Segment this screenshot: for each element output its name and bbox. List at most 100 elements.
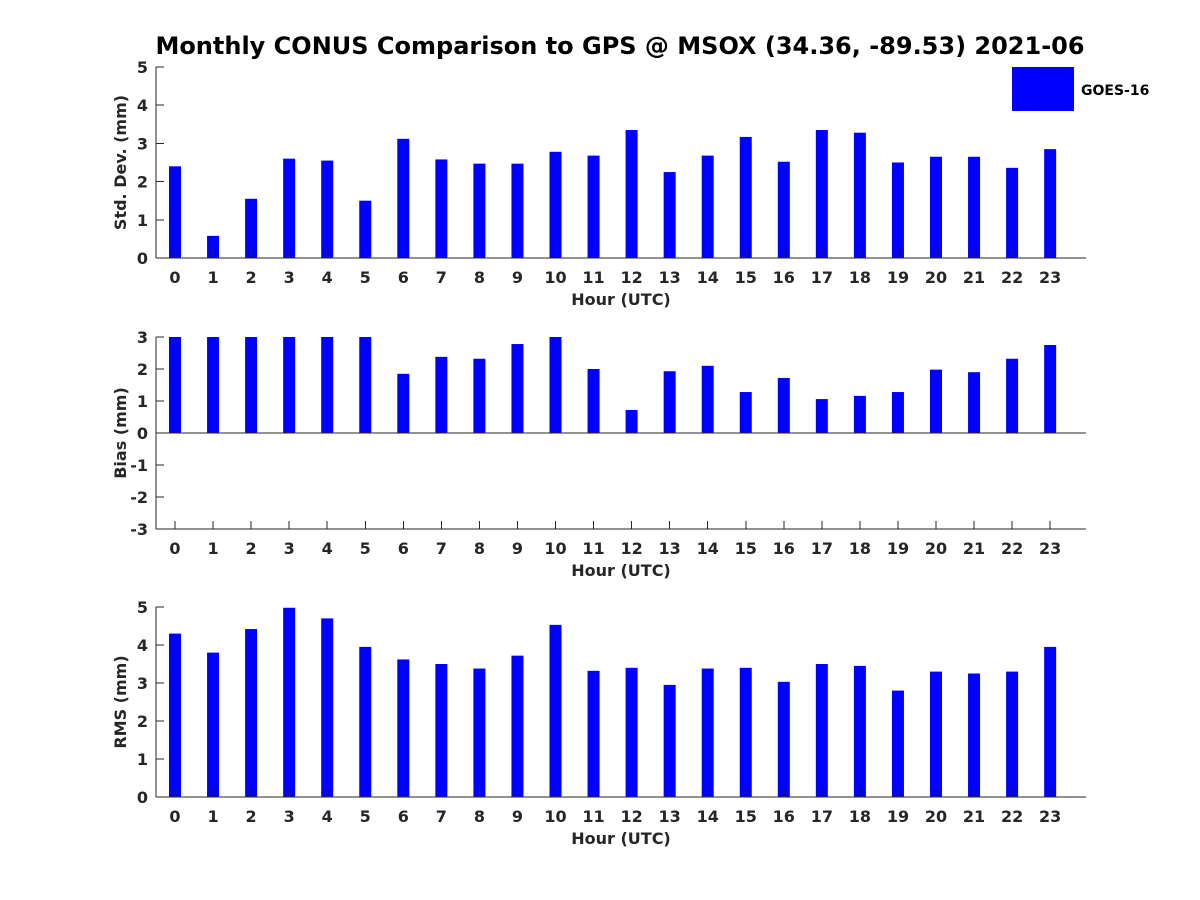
std-dev-x-tick-label: 10 bbox=[544, 268, 566, 287]
std-dev-x-tick-label: 3 bbox=[284, 268, 295, 287]
std-dev-y-tick-label: 5 bbox=[137, 58, 148, 77]
legend-swatch-goes-16 bbox=[1012, 67, 1074, 111]
std-dev-x-tick-label: 20 bbox=[925, 268, 947, 287]
bias-bar-hour-21 bbox=[968, 372, 981, 433]
bias-x-tick-label: 18 bbox=[849, 539, 871, 558]
std-dev-y-tick-label: 2 bbox=[137, 173, 148, 192]
rms-x-tick-label: 3 bbox=[284, 807, 295, 826]
std-dev-x-tick-label: 14 bbox=[697, 268, 719, 287]
rms-bar-hour-21 bbox=[968, 673, 981, 797]
rms-bar-hour-12 bbox=[625, 667, 638, 797]
std-dev-y-axis-label: Std. Dev. (mm) bbox=[111, 95, 130, 230]
rms-x-tick-label: 20 bbox=[925, 807, 947, 826]
rms-x-tick-label: 8 bbox=[474, 807, 485, 826]
std-dev-x-tick-label: 11 bbox=[582, 268, 604, 287]
rms-bar-hour-9 bbox=[511, 655, 524, 797]
bias-bar-hour-10 bbox=[549, 337, 562, 433]
std-dev-bar-hour-3 bbox=[283, 158, 296, 258]
std-dev-y-tick-label: 0 bbox=[137, 249, 148, 268]
legend: GOES-16 bbox=[1012, 67, 1149, 111]
bias-y-tick-label: -3 bbox=[130, 520, 148, 539]
bias-bar-hour-9 bbox=[511, 344, 524, 433]
std-dev-bar-hour-5 bbox=[359, 200, 372, 258]
bias-x-tick-label: 15 bbox=[735, 539, 757, 558]
bias-bar-hour-6 bbox=[397, 373, 410, 433]
std-dev-bar-hour-2 bbox=[245, 198, 258, 258]
bias-x-tick-label: 8 bbox=[474, 539, 485, 558]
std-dev-x-tick-label: 18 bbox=[849, 268, 871, 287]
std-dev-bar-hour-6 bbox=[397, 138, 410, 258]
bias-bar-hour-5 bbox=[359, 337, 372, 433]
bias-x-tick-label: 14 bbox=[697, 539, 719, 558]
bias-y-tick-label: -1 bbox=[130, 456, 148, 475]
bias-bar-hour-3 bbox=[283, 337, 296, 433]
std-dev-y-tick-label: 4 bbox=[137, 96, 148, 115]
rms-bar-hour-20 bbox=[930, 671, 942, 797]
bias-x-tick-label: 7 bbox=[436, 539, 447, 558]
std-dev-x-tick-label: 0 bbox=[169, 268, 180, 287]
bias-bar-hour-13 bbox=[663, 371, 676, 433]
std-dev-bar-hour-15 bbox=[739, 136, 752, 258]
rms-bar-hour-0 bbox=[169, 633, 181, 797]
bias-x-tick-label: 5 bbox=[360, 539, 371, 558]
std-dev-x-tick-label: 21 bbox=[963, 268, 985, 287]
std-dev-bar-hour-4 bbox=[321, 160, 334, 258]
bias-bar-hour-23 bbox=[1044, 345, 1057, 433]
rms-bar-hour-7 bbox=[435, 664, 448, 797]
bias-x-tick-label: 6 bbox=[398, 539, 409, 558]
rms-y-tick-label: 4 bbox=[137, 636, 148, 655]
rms-x-tick-label: 19 bbox=[887, 807, 909, 826]
std-dev-y-tick-label: 3 bbox=[137, 134, 148, 153]
std-dev-bar-hour-19 bbox=[891, 162, 904, 258]
std-dev-bar-hour-18 bbox=[853, 132, 866, 258]
rms-bar-hour-19 bbox=[891, 690, 904, 797]
legend-label-goes-16: GOES-16 bbox=[1081, 83, 1149, 99]
rms-x-tick-label: 4 bbox=[322, 807, 333, 826]
chart-title: Monthly CONUS Comparison to GPS @ MSOX (… bbox=[155, 32, 1084, 60]
std-dev-bar-hour-16 bbox=[777, 161, 790, 258]
bias-y-tick-label: 3 bbox=[137, 328, 148, 347]
bias-x-tick-label: 0 bbox=[169, 539, 180, 558]
bias-bar-hour-4 bbox=[321, 337, 334, 433]
rms-x-tick-label: 18 bbox=[849, 807, 871, 826]
bias-x-tick-label: 21 bbox=[963, 539, 985, 558]
bias-bar-hour-22 bbox=[1006, 358, 1019, 433]
std-dev-bar-hour-21 bbox=[968, 156, 981, 258]
std-dev-x-tick-label: 5 bbox=[360, 268, 371, 287]
rms-x-tick-label: 1 bbox=[207, 807, 218, 826]
std-dev-bar-hour-1 bbox=[207, 235, 220, 258]
bias-bar-hour-12 bbox=[625, 409, 638, 433]
std-dev-x-tick-label: 15 bbox=[735, 268, 757, 287]
std-dev-x-axis-label: Hour (UTC) bbox=[571, 290, 671, 309]
bias-x-tick-label: 23 bbox=[1039, 539, 1061, 558]
std-dev-x-tick-label: 8 bbox=[474, 268, 485, 287]
bias-x-tick-label: 11 bbox=[582, 539, 604, 558]
rms-bar-hour-15 bbox=[739, 667, 752, 797]
bias-x-tick-label: 9 bbox=[512, 539, 523, 558]
rms-bar-hour-3 bbox=[283, 607, 296, 797]
std-dev-bar-hour-22 bbox=[1006, 167, 1019, 258]
std-dev-x-tick-label: 16 bbox=[773, 268, 795, 287]
rms-bar-hour-22 bbox=[1006, 671, 1019, 797]
rms-x-tick-label: 2 bbox=[246, 807, 257, 826]
bias-bar-hour-8 bbox=[473, 358, 486, 433]
rms-x-tick-label: 22 bbox=[1001, 807, 1023, 826]
bias-x-tick-label: 3 bbox=[284, 539, 295, 558]
bias-bar-hour-16 bbox=[777, 377, 790, 433]
bias-bar-hour-14 bbox=[701, 365, 714, 433]
rms-x-tick-label: 14 bbox=[697, 807, 719, 826]
bias-bar-hour-7 bbox=[435, 356, 448, 433]
std-dev-x-tick-label: 17 bbox=[811, 268, 833, 287]
std-dev-bar-hour-7 bbox=[435, 159, 448, 258]
bias-x-tick-label: 22 bbox=[1001, 539, 1023, 558]
bias-x-tick-label: 16 bbox=[773, 539, 795, 558]
bias-x-tick-label: 4 bbox=[322, 539, 333, 558]
bias-y-tick-label: 0 bbox=[137, 424, 148, 443]
bias-x-tick-label: 12 bbox=[620, 539, 642, 558]
std-dev-x-tick-label: 7 bbox=[436, 268, 447, 287]
std-dev-bar-hour-23 bbox=[1044, 149, 1057, 258]
rms-bar-hour-18 bbox=[853, 665, 866, 797]
rms-bar-hour-8 bbox=[473, 668, 486, 797]
